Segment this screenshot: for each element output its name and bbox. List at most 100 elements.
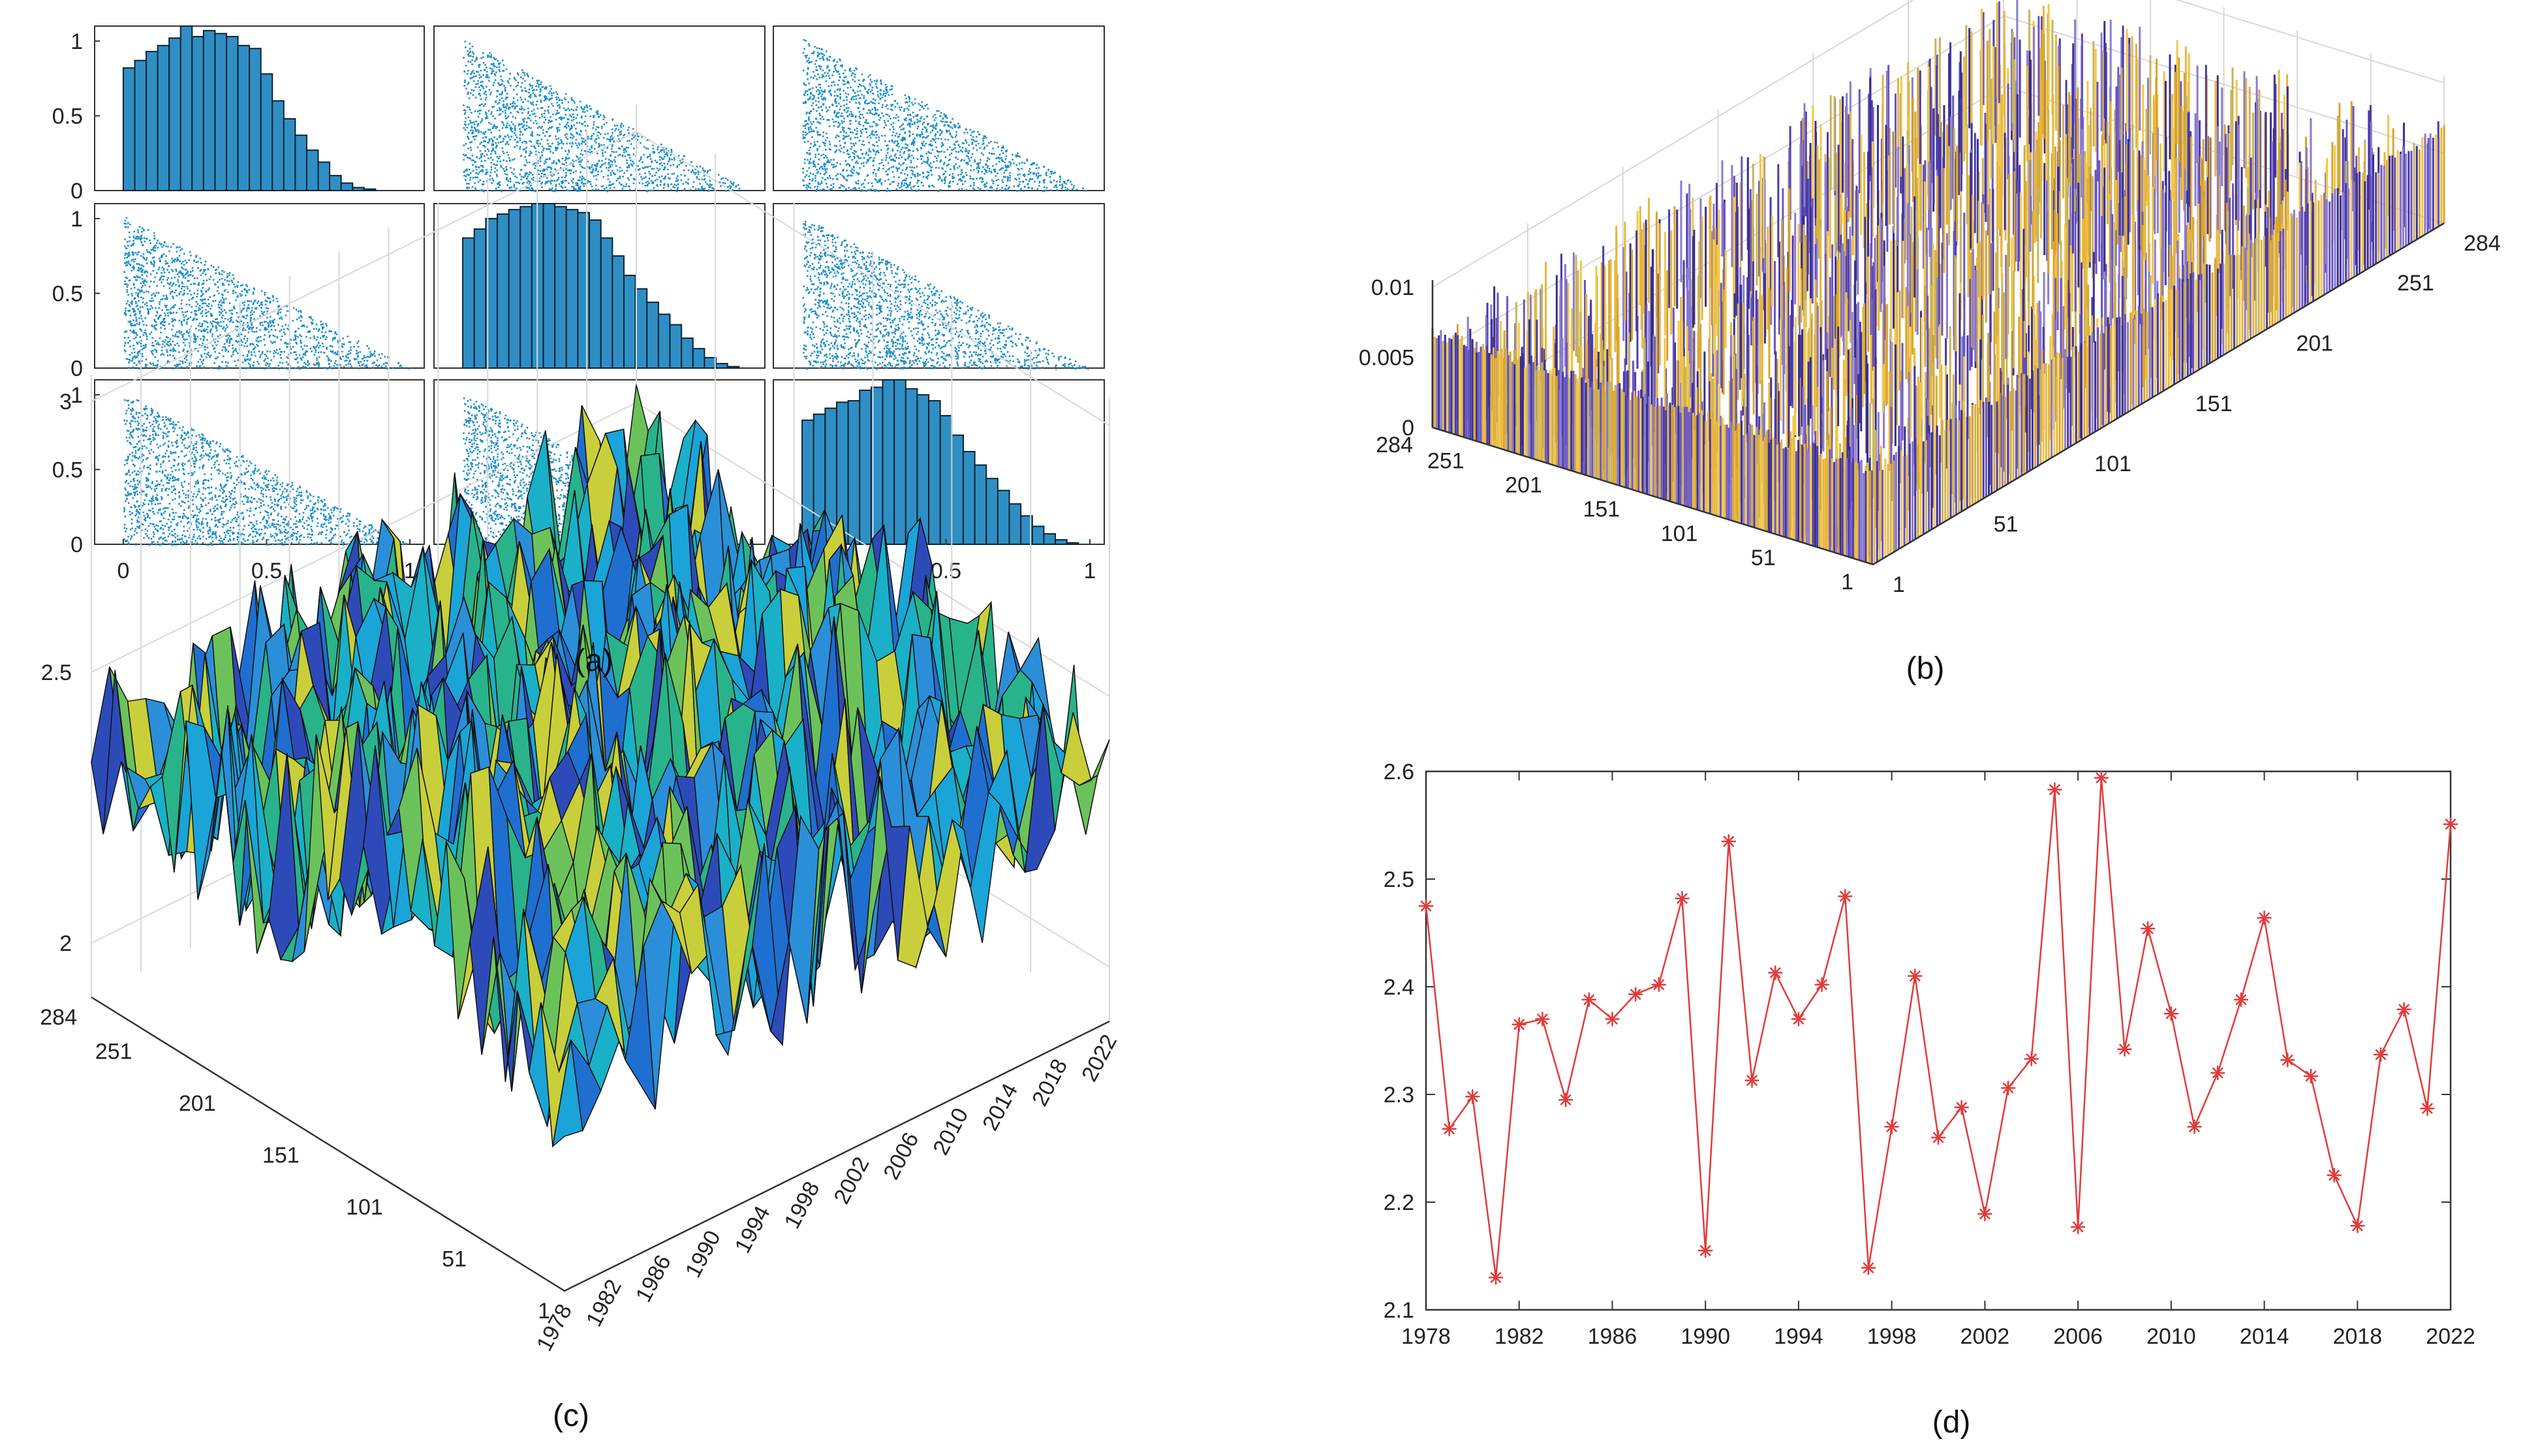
scatter-point <box>140 234 143 237</box>
scatter-point <box>618 181 621 184</box>
scatter-point <box>493 73 496 75</box>
scatter-point <box>504 89 506 91</box>
scatter-point <box>610 184 612 186</box>
scatter-point <box>400 366 403 368</box>
scatter-point <box>818 134 820 136</box>
scatter-point <box>940 120 942 122</box>
scatter-point <box>917 125 920 128</box>
scatter-point <box>184 273 187 275</box>
scatter-point <box>550 168 553 170</box>
scatter-point <box>972 178 975 180</box>
scatter-point <box>844 83 846 85</box>
scatter-point <box>519 137 521 140</box>
scatter-point <box>811 87 814 89</box>
scatter-point <box>863 165 865 167</box>
scatter-point <box>486 74 489 76</box>
scatter-point <box>539 160 542 163</box>
scatter-point <box>1034 181 1036 183</box>
scatter-point <box>677 183 679 185</box>
scatter-point <box>578 122 581 124</box>
scatter-point <box>860 157 862 159</box>
scatter-point <box>132 356 134 358</box>
scatter-point <box>828 175 831 177</box>
scatter-point <box>528 187 530 189</box>
scatter-point <box>134 238 137 240</box>
scatter-point <box>828 148 831 150</box>
scatter-point <box>965 189 968 191</box>
scatter-point <box>855 181 857 183</box>
scatter-point <box>467 123 470 125</box>
scatter-point <box>852 187 854 190</box>
scatter-point <box>606 190 609 193</box>
scatter-point <box>554 168 556 170</box>
scatter-point <box>557 137 560 140</box>
scatter-point <box>192 270 194 272</box>
scatter-point <box>469 119 471 122</box>
scatter-point <box>246 358 248 361</box>
scatter-point <box>943 113 945 116</box>
scatter-point <box>484 64 486 66</box>
scatter-point <box>531 110 533 113</box>
scatter-point <box>534 95 536 97</box>
scatter-point <box>829 177 831 179</box>
scatter-point <box>873 150 875 153</box>
scatter-point <box>516 176 518 179</box>
scatter-point <box>279 330 281 332</box>
scatter-point <box>316 344 318 347</box>
scatter-point <box>185 262 188 264</box>
scatter-point <box>506 117 508 119</box>
scatter-point <box>204 269 206 271</box>
scatter-point <box>141 349 144 350</box>
scatter-point <box>323 334 326 337</box>
scatter-point <box>809 146 811 149</box>
scatter-point <box>178 351 180 353</box>
scatter-point <box>822 99 824 101</box>
scatter-point <box>877 151 880 154</box>
scatter-point <box>643 146 645 148</box>
scatter-point <box>675 184 677 187</box>
scatter-point <box>558 142 561 145</box>
scatter-point <box>805 119 807 122</box>
scatter-point <box>189 328 191 331</box>
scatter-point <box>219 304 222 306</box>
scatter-point <box>596 112 598 114</box>
scatter-point <box>897 136 899 138</box>
scatter-point <box>143 291 146 294</box>
scatter-point <box>835 165 837 168</box>
scatter-point <box>499 84 502 86</box>
scatter-point <box>475 134 478 137</box>
scatter-point <box>608 166 610 169</box>
scatter-point <box>468 157 470 159</box>
scatter-point <box>821 109 823 112</box>
scatter-point <box>219 307 221 309</box>
scatter-point <box>138 264 141 266</box>
scatter-point <box>509 103 512 105</box>
scatter-point <box>144 258 146 260</box>
scatter-point <box>318 328 320 330</box>
scatter-point <box>596 163 598 166</box>
scatter-point <box>1001 179 1004 181</box>
scatter-point <box>636 132 638 135</box>
scatter-point <box>496 126 499 128</box>
scatter-point <box>179 363 181 365</box>
scatter-point <box>513 184 516 186</box>
scatter-point <box>184 339 186 341</box>
scatter-point <box>304 366 307 368</box>
scatter-point <box>819 114 821 117</box>
scatter-point <box>985 185 987 187</box>
scatter-point <box>132 236 135 238</box>
scatter-point <box>550 166 552 169</box>
scatter-point <box>178 275 180 278</box>
scatter-point <box>890 123 892 126</box>
scatter-point <box>302 348 304 350</box>
scatter-point <box>862 116 865 119</box>
scatter-point <box>829 143 831 146</box>
scatter-point <box>548 148 550 150</box>
scatter-point <box>899 164 902 166</box>
scatter-point <box>552 152 554 154</box>
scatter-point <box>285 315 287 317</box>
scatter-point <box>894 160 896 162</box>
scatter-point <box>974 161 976 163</box>
scatter-point <box>828 90 830 93</box>
scatter-point <box>833 112 835 114</box>
